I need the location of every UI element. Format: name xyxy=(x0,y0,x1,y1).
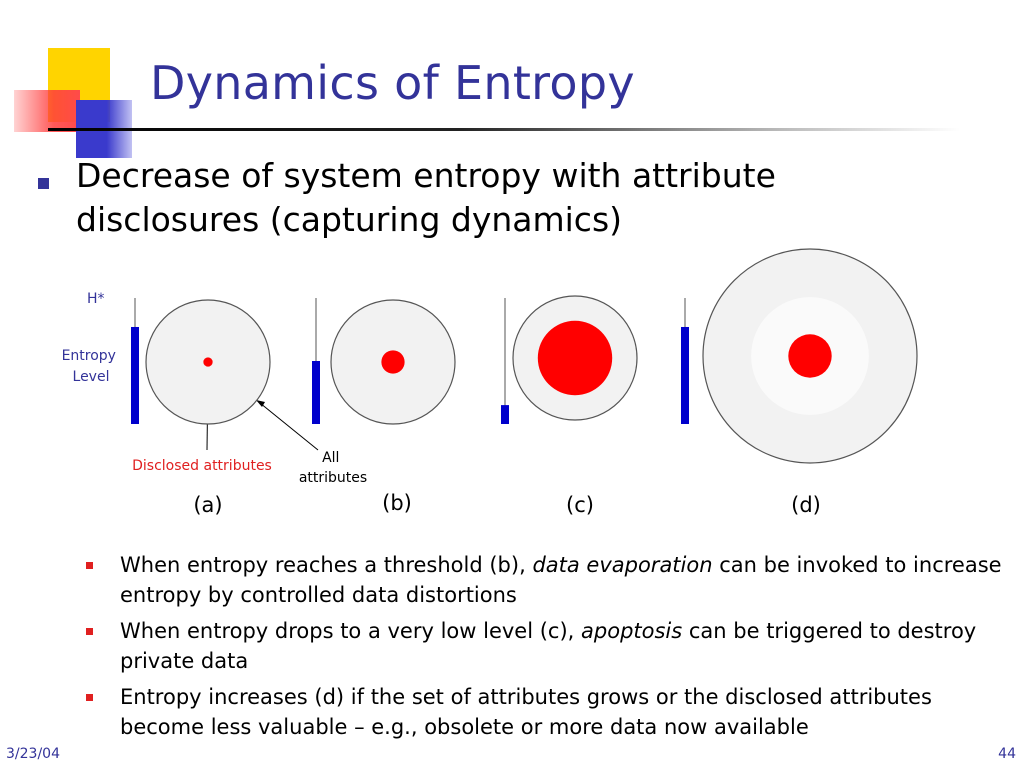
diagram-panels: (a) (b) (c) (d) xyxy=(131,248,918,517)
panel-d: (d) xyxy=(681,248,918,517)
entropy-level-label-line2: Level xyxy=(73,369,110,385)
panel-a: (a) xyxy=(131,298,271,517)
footer-date: 3/23/04 xyxy=(6,746,60,762)
panel-label: (c) xyxy=(566,493,594,517)
all-attributes-pointer-arrowhead xyxy=(256,400,265,407)
panel-b: (b) xyxy=(312,298,456,515)
sub-bullet-1: When entropy reaches a threshold (b), da… xyxy=(86,550,1006,610)
sub-bullet-list: When entropy reaches a threshold (b), da… xyxy=(86,550,1006,748)
hstar-label: H* xyxy=(87,291,105,307)
disclosed-attributes-circle xyxy=(537,320,613,396)
panel-c: (c) xyxy=(501,295,638,517)
entropy-bar xyxy=(131,326,139,424)
all-attributes-label: All attributes xyxy=(299,450,367,486)
panel-label: (d) xyxy=(791,493,821,517)
entropy-level-label-line1: Entropy xyxy=(62,348,116,364)
entropy-diagram: H* Entropy Level Disclosed attributes Al… xyxy=(62,248,918,517)
sub-bullet-3: Entropy increases (d) if the set of attr… xyxy=(86,682,1006,742)
entropy-bar xyxy=(312,361,320,424)
disclosed-attributes-circle xyxy=(788,334,832,378)
main-bullet-text: Decrease of system entropy with attribut… xyxy=(76,156,776,239)
disclosed-attributes-label: Disclosed attributes xyxy=(132,458,272,474)
entropy-bar xyxy=(501,405,509,424)
all-attributes-label-line1: All xyxy=(322,450,339,466)
sub-bullet-2: When entropy drops to a very low level (… xyxy=(86,616,1006,676)
panel-label: (b) xyxy=(382,491,412,515)
main-bullet-marker xyxy=(38,178,49,189)
logo-red-block xyxy=(14,90,80,132)
footer-page-number: 44 xyxy=(998,746,1016,762)
disclosed-attributes-circle xyxy=(381,350,405,374)
sub-bullet-marker xyxy=(86,628,93,635)
slide-title: Dynamics of Entropy xyxy=(150,56,635,110)
sub-bullet-marker xyxy=(86,562,93,569)
title-underline xyxy=(48,128,960,131)
disclosed-attributes-circle xyxy=(203,357,213,367)
all-attributes-pointer-line xyxy=(259,402,319,451)
panel-label: (a) xyxy=(193,493,222,517)
sub-bullet-marker xyxy=(86,694,93,701)
all-attributes-label-line2: attributes xyxy=(299,470,367,486)
entropy-bar xyxy=(681,326,689,424)
entropy-level-label: Entropy Level xyxy=(62,348,121,385)
